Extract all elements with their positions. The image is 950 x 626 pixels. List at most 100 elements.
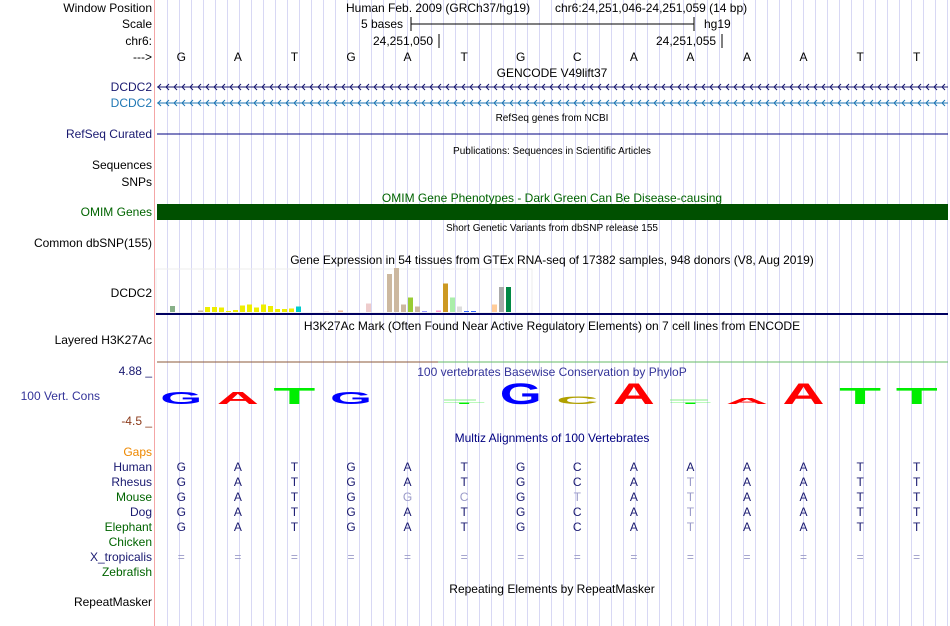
species-label-dog[interactable]: Dog bbox=[129, 505, 152, 519]
gtex-tissue-bar[interactable] bbox=[219, 307, 224, 313]
alignment-base: T bbox=[913, 520, 921, 534]
alignment-base: A bbox=[799, 505, 808, 519]
label-separator bbox=[154, 0, 155, 626]
gtex-tissue-bar[interactable] bbox=[394, 268, 399, 312]
alignment-base: = bbox=[573, 550, 581, 564]
cons-track-label[interactable]: 100 Vert. Cons bbox=[20, 389, 100, 403]
gtex-tissue-bar[interactable] bbox=[233, 310, 238, 312]
alignment-base: T bbox=[913, 490, 921, 504]
species-label-chicken[interactable]: Chicken bbox=[108, 535, 152, 549]
alignment-base: A bbox=[629, 475, 638, 489]
chrom-label: chr6: bbox=[125, 34, 152, 48]
alignment-base: T bbox=[856, 520, 864, 534]
pubs-snps-label[interactable]: SNPs bbox=[121, 175, 152, 189]
alignment-base: T bbox=[686, 520, 695, 534]
gtex-tissue-bar[interactable] bbox=[506, 287, 511, 312]
alignment-base: A bbox=[629, 490, 638, 504]
alignment-base: C bbox=[459, 490, 469, 504]
gtex-tissue-bar[interactable] bbox=[457, 306, 462, 313]
scale-label: Scale bbox=[121, 17, 152, 31]
alignment-base: A bbox=[403, 460, 412, 474]
alignment-base: T bbox=[460, 475, 468, 489]
gtex-tissue-bar[interactable] bbox=[268, 306, 273, 312]
species-label-elephant[interactable]: Elephant bbox=[104, 520, 152, 534]
refseq-track-label[interactable]: RefSeq Curated bbox=[65, 127, 152, 141]
gtex-tissue-bar[interactable] bbox=[492, 304, 497, 313]
gtex-tissue-bar[interactable] bbox=[401, 304, 406, 313]
cons-min-label: -4.5 _ bbox=[121, 414, 152, 428]
gtex-tissue-bar[interactable] bbox=[205, 307, 210, 312]
gtex-tissue-bar[interactable] bbox=[436, 310, 441, 313]
gtex-tissue-bar[interactable] bbox=[387, 274, 392, 312]
gencode-transcript-2[interactable] bbox=[157, 99, 948, 107]
omim-track-label[interactable]: OMIM Genes bbox=[80, 205, 152, 219]
conservation-letter: C bbox=[556, 394, 599, 407]
ruler-tick-2: 24,251,055 bbox=[656, 34, 717, 48]
gtex-tissue-bar[interactable] bbox=[282, 309, 287, 312]
species-label-rhesus[interactable]: Rhesus bbox=[111, 475, 152, 489]
gtex-tissue-bar[interactable] bbox=[450, 297, 455, 313]
gencode-transcript-1[interactable] bbox=[157, 83, 948, 91]
alignment-base: A bbox=[403, 520, 412, 534]
alignment-base: = bbox=[404, 550, 412, 564]
alignment-base: T bbox=[290, 520, 299, 534]
gencode-track-label-2[interactable]: DCDC2 bbox=[110, 96, 152, 110]
gtex-track-label[interactable]: DCDC2 bbox=[110, 286, 152, 300]
alignment-base: G bbox=[176, 505, 186, 519]
gtex-tissue-bar[interactable] bbox=[289, 308, 294, 313]
ruler-base: A bbox=[686, 50, 695, 64]
gtex-tissue-bar[interactable] bbox=[170, 306, 175, 312]
alignment-base: T bbox=[290, 475, 299, 489]
gtex-tissue-bar[interactable] bbox=[240, 305, 245, 313]
rmsk-track-label[interactable]: RepeatMasker bbox=[73, 595, 152, 609]
alignment-base: G bbox=[346, 475, 356, 489]
h3k27ac-track-label[interactable]: Layered H3K27Ac bbox=[54, 333, 152, 347]
gtex-box bbox=[155, 268, 533, 314]
dbsnp-title: Short Genetic Variants from dbSNP releas… bbox=[446, 223, 658, 234]
gtex-tissue-bar[interactable] bbox=[499, 287, 504, 312]
gtex-tissue-bar[interactable] bbox=[275, 309, 280, 312]
gtex-tissue-bar[interactable] bbox=[366, 303, 371, 313]
species-label-human[interactable]: Human bbox=[113, 460, 152, 474]
gtex-tissue-bar[interactable] bbox=[443, 283, 448, 313]
position-readout: chr6:24,251,046-24,251,059 (14 bp) bbox=[555, 1, 748, 15]
alignment-base: T bbox=[913, 460, 921, 474]
alignment-base: T bbox=[290, 505, 299, 519]
alignment-base: T bbox=[290, 460, 299, 474]
ruler-base: T bbox=[856, 50, 864, 64]
gtex-tissue-bar[interactable] bbox=[254, 307, 259, 313]
species-label-x_tropicalis[interactable]: X_tropicalis bbox=[89, 550, 152, 564]
gtex-tissue-bar[interactable] bbox=[226, 311, 231, 312]
gtex-tissue-bar[interactable] bbox=[198, 310, 203, 313]
gtex-tissue-bar[interactable] bbox=[324, 311, 329, 313]
conservation-letter: G bbox=[160, 389, 202, 409]
gtex-tissue-bar[interactable] bbox=[296, 306, 301, 313]
alignment-base: = bbox=[290, 550, 298, 564]
refseq-title: RefSeq genes from NCBI bbox=[495, 113, 609, 124]
dbsnp-track-label[interactable]: Common dbSNP(155) bbox=[33, 236, 152, 250]
conservation-letter: T bbox=[443, 402, 487, 404]
species-label-mouse[interactable]: Mouse bbox=[115, 490, 152, 504]
gtex-tissue-bar[interactable] bbox=[422, 311, 427, 313]
alignment-base: A bbox=[742, 505, 751, 519]
window-position-label: Window Position bbox=[63, 1, 152, 15]
gencode-track-label-1[interactable]: DCDC2 bbox=[110, 80, 152, 94]
alignment-base: = bbox=[177, 550, 185, 564]
gtex-tissue-bar[interactable] bbox=[212, 307, 217, 312]
pubs-sequences-label[interactable]: Sequences bbox=[91, 158, 152, 172]
alignment-base: = bbox=[686, 550, 694, 564]
alignment-base: C bbox=[572, 520, 582, 534]
gtex-tissue-bar[interactable] bbox=[415, 306, 420, 313]
omim-gene-bar[interactable] bbox=[157, 204, 948, 220]
gtex-tissue-bar[interactable] bbox=[464, 311, 469, 312]
conservation-letter: T bbox=[273, 382, 317, 409]
species-label-zebrafish[interactable]: Zebrafish bbox=[101, 565, 152, 579]
gtex-tissue-bar[interactable] bbox=[247, 304, 252, 313]
gtex-tissue-bar[interactable] bbox=[338, 310, 343, 313]
gtex-tissue-bar[interactable] bbox=[261, 304, 266, 313]
alignment-base: G bbox=[346, 520, 356, 534]
alignment-base: G bbox=[516, 520, 526, 534]
gtex-tissue-bar[interactable] bbox=[408, 297, 413, 313]
gtex-tissue-bar[interactable] bbox=[471, 311, 476, 312]
alignment-base: A bbox=[742, 460, 751, 474]
